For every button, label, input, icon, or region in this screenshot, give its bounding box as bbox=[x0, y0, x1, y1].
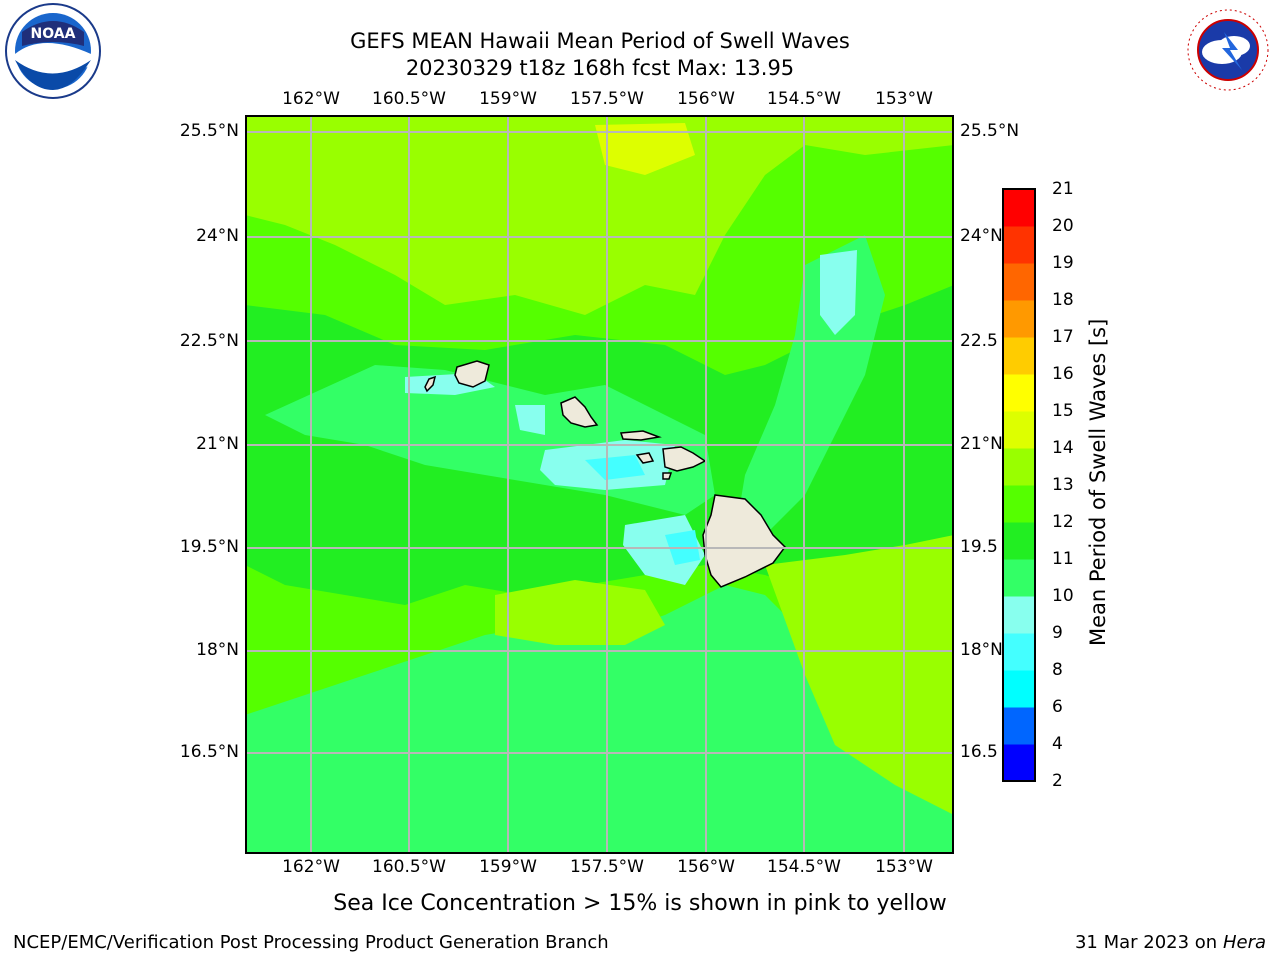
lon-tick-bottom: 153°W bbox=[875, 857, 933, 877]
lon-tick-bottom: 156°W bbox=[677, 857, 735, 877]
nws-logo bbox=[1184, 6, 1272, 94]
period-8-9-maui bbox=[585, 455, 645, 480]
colorbar-segment bbox=[1003, 559, 1035, 597]
graticule bbox=[245, 115, 954, 854]
lat-tick-left: 16.5°N bbox=[179, 742, 239, 762]
colorbar-segment bbox=[1003, 596, 1035, 634]
swell-period-map bbox=[245, 115, 954, 854]
date-stamp: 31 Mar 2023 on Hera bbox=[1075, 932, 1266, 954]
machine-name: Hera bbox=[1222, 932, 1266, 953]
lon-tick-top: 157.5°W bbox=[570, 89, 644, 109]
colorbar-level-label: 14 bbox=[1052, 438, 1074, 458]
colorbar-segment bbox=[1003, 226, 1035, 264]
lat-tick-left: 22.5°N bbox=[179, 331, 239, 351]
island-maui bbox=[662, 446, 707, 472]
colorbar-segment bbox=[1003, 633, 1035, 671]
lon-tick-top: 154.5°W bbox=[767, 89, 841, 109]
date-text: 31 Mar 2023 on bbox=[1074, 932, 1218, 953]
lat-tick-left: 25.5°N bbox=[179, 121, 239, 141]
credit-text: NCEP/EMC/Verification Post Processing Pr… bbox=[13, 932, 609, 953]
colorbar-level-label: 10 bbox=[1052, 586, 1074, 606]
lat-tick-right: 18°N bbox=[960, 640, 1003, 660]
colorbar-level-label: 18 bbox=[1052, 290, 1074, 310]
map-title: GEFS MEAN Hawaii Mean Period of Swell Wa… bbox=[350, 29, 850, 53]
colorbar-level-label: 20 bbox=[1052, 216, 1074, 236]
island-oahu bbox=[560, 396, 599, 428]
colorbar-segment bbox=[1003, 374, 1035, 412]
lat-tick-right: 24°N bbox=[960, 226, 1003, 246]
colorbar-level-label: 13 bbox=[1052, 475, 1074, 495]
lon-tick-bottom: 154.5°W bbox=[767, 857, 841, 877]
island-hawaii bbox=[702, 494, 786, 588]
islands bbox=[424, 360, 786, 588]
lat-tick-left: 24°N bbox=[196, 226, 239, 246]
period-9-10-oahu bbox=[515, 405, 545, 435]
period-13-14-north bbox=[245, 115, 954, 315]
lon-tick-bottom: 162°W bbox=[282, 857, 340, 877]
lat-tick-right: 25.5°N bbox=[960, 121, 1020, 141]
colorbar-level-label: 9 bbox=[1052, 623, 1063, 643]
lat-tick-left: 18°N bbox=[196, 640, 239, 660]
lat-tick-right: 22.5 bbox=[960, 331, 998, 351]
lon-tick-bottom: 160.5°W bbox=[372, 857, 446, 877]
colorbar-level-label: 16 bbox=[1052, 364, 1074, 384]
colorbar-level-label: 19 bbox=[1052, 253, 1074, 273]
period-13-14-southeast bbox=[765, 535, 954, 815]
colorbar-level-label: 8 bbox=[1052, 660, 1063, 680]
lon-tick-top: 162°W bbox=[282, 89, 340, 109]
map-frame bbox=[245, 115, 954, 854]
colorbar-segment bbox=[1003, 522, 1035, 560]
island-kahoolawe bbox=[662, 472, 673, 480]
lat-tick-right: 16.5 bbox=[960, 742, 998, 762]
map-subtitle: 20230329 t18z 168h fcst Max: 13.95 bbox=[405, 56, 795, 80]
lat-tick-left: 19.5°N bbox=[179, 537, 239, 557]
colorbar-level-label: 15 bbox=[1052, 401, 1074, 421]
period-14-15-north bbox=[595, 123, 695, 175]
sea-ice-note: Sea Ice Concentration > 15% is shown in … bbox=[333, 891, 947, 916]
colorbar-title: Mean Period of Swell Waves [s] bbox=[1086, 318, 1110, 646]
colorbar-level-label: 6 bbox=[1052, 697, 1063, 717]
colorbar-segment bbox=[1003, 670, 1035, 708]
colorbar-level-label: 2 bbox=[1052, 771, 1063, 791]
lon-tick-top: 160.5°W bbox=[372, 89, 446, 109]
lon-tick-bottom: 159°W bbox=[479, 857, 537, 877]
lon-tick-top: 153°W bbox=[875, 89, 933, 109]
island-kauai bbox=[454, 360, 490, 388]
colorbar-level-label: 17 bbox=[1052, 327, 1074, 347]
lon-tick-top: 156°W bbox=[677, 89, 735, 109]
colorbar-level-label: 12 bbox=[1052, 512, 1074, 532]
period-10-11-south bbox=[245, 585, 954, 854]
colorbar-level-label: 21 bbox=[1052, 179, 1074, 199]
colorbar-segment bbox=[1003, 485, 1035, 523]
island-lanai bbox=[635, 452, 655, 464]
colorbar-segment bbox=[1003, 707, 1035, 745]
noaa-logo-text: NOAA bbox=[31, 26, 76, 42]
lon-tick-top: 159°W bbox=[479, 89, 537, 109]
lat-tick-right: 21°N bbox=[960, 434, 1003, 454]
colorbar-level-label: 11 bbox=[1052, 549, 1074, 569]
colorbar-segment bbox=[1003, 744, 1035, 782]
colorbar-segment bbox=[1003, 337, 1035, 375]
lon-tick-bottom: 157.5°W bbox=[570, 857, 644, 877]
noaa-logo: NOAA bbox=[5, 3, 101, 99]
island-niihau bbox=[424, 375, 437, 393]
lat-tick-right: 19.5 bbox=[960, 537, 998, 557]
island-molokai bbox=[619, 430, 662, 441]
colorbar-segment bbox=[1003, 300, 1035, 338]
colorbar bbox=[1002, 188, 1036, 782]
colorbar-level-label: 4 bbox=[1052, 734, 1063, 754]
colorbar-segment bbox=[1003, 448, 1035, 486]
lat-tick-left: 21°N bbox=[196, 434, 239, 454]
period-13-14-south-patch bbox=[495, 580, 665, 645]
colorbar-segment bbox=[1003, 411, 1035, 449]
period-9-10-northeast bbox=[820, 250, 857, 335]
colorbar-segment bbox=[1003, 189, 1035, 227]
colorbar-segment bbox=[1003, 263, 1035, 301]
